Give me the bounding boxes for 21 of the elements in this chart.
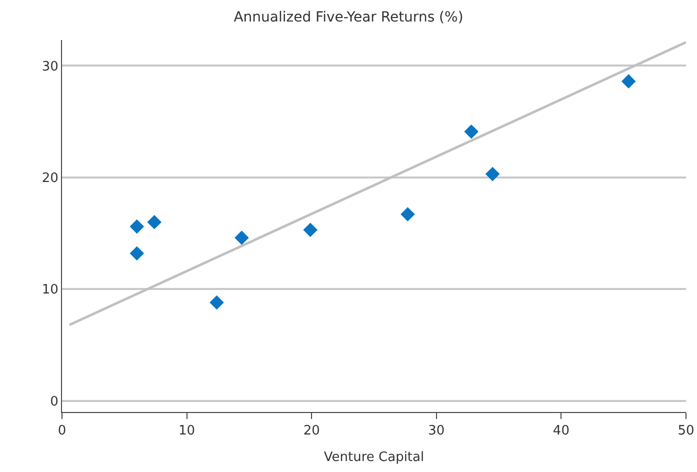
x-tick-label: 50	[678, 424, 694, 439]
point	[147, 214, 162, 230]
y-tick-label: 0	[50, 394, 58, 410]
x-tick-label: 30	[428, 424, 445, 439]
chart-title: Annualized Five-Year Returns (%)	[234, 10, 464, 26]
point	[234, 230, 249, 245]
x-tick-label: 40	[552, 424, 570, 439]
y-tick-label: 10	[42, 282, 58, 298]
y-tick-label: 20	[42, 170, 58, 186]
point	[485, 166, 500, 182]
y-tick-label: 30	[42, 59, 58, 74]
point	[130, 219, 144, 234]
x-axis-title: Venture Capital	[324, 450, 424, 465]
x-tick-label: 20	[303, 424, 320, 439]
point	[400, 207, 415, 222]
x-tick-label: 10	[178, 424, 196, 439]
point	[464, 124, 478, 139]
point	[303, 222, 318, 238]
point	[210, 295, 224, 310]
point	[621, 74, 636, 88]
point	[130, 246, 144, 261]
